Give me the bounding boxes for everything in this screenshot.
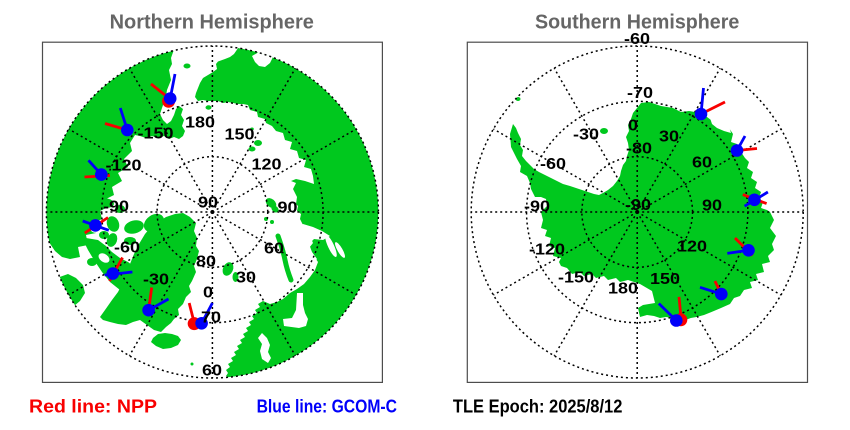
svg-text:-30: -30	[573, 127, 599, 144]
svg-text:-120: -120	[529, 242, 565, 259]
svg-text:80: 80	[196, 254, 216, 271]
svg-text:30: 30	[236, 270, 256, 287]
svg-text:120: 120	[677, 239, 707, 256]
svg-text:180: 180	[185, 115, 215, 132]
svg-text:-60: -60	[624, 31, 650, 48]
svg-text:150: 150	[225, 127, 255, 144]
svg-text:Blue line: GCOM-C: Blue line: GCOM-C	[257, 397, 397, 417]
svg-text:-30: -30	[143, 272, 169, 289]
svg-text:60: 60	[202, 363, 222, 380]
svg-text:90: 90	[702, 198, 722, 215]
svg-text:-90: -90	[524, 199, 550, 216]
svg-text:30: 30	[659, 129, 679, 146]
svg-text:60: 60	[692, 155, 712, 172]
svg-text:-60: -60	[114, 240, 140, 257]
svg-text:0: 0	[203, 285, 213, 302]
svg-text:-70: -70	[627, 85, 653, 102]
svg-text:60: 60	[264, 241, 284, 258]
svg-text:Northern Hemisphere: Northern Hemisphere	[110, 10, 314, 33]
svg-text:Red line: NPP: Red line: NPP	[29, 397, 157, 417]
svg-text:-90: -90	[103, 199, 129, 216]
svg-text:-80: -80	[626, 141, 652, 158]
svg-text:-150: -150	[138, 126, 174, 143]
svg-text:90: 90	[278, 200, 298, 217]
svg-text:TLE Epoch: 2025/8/12: TLE Epoch: 2025/8/12	[453, 397, 623, 417]
svg-text:70: 70	[201, 310, 221, 327]
svg-text:150: 150	[650, 271, 680, 288]
svg-text:-90: -90	[625, 197, 651, 214]
svg-text:-120: -120	[106, 158, 142, 175]
svg-text:-150: -150	[558, 270, 594, 287]
svg-text:180: 180	[608, 281, 638, 298]
svg-text:-60: -60	[540, 156, 566, 173]
svg-text:90: 90	[198, 195, 218, 212]
svg-text:Southern Hemisphere: Southern Hemisphere	[535, 10, 739, 33]
svg-text:120: 120	[252, 157, 282, 174]
svg-text:0: 0	[628, 118, 638, 135]
